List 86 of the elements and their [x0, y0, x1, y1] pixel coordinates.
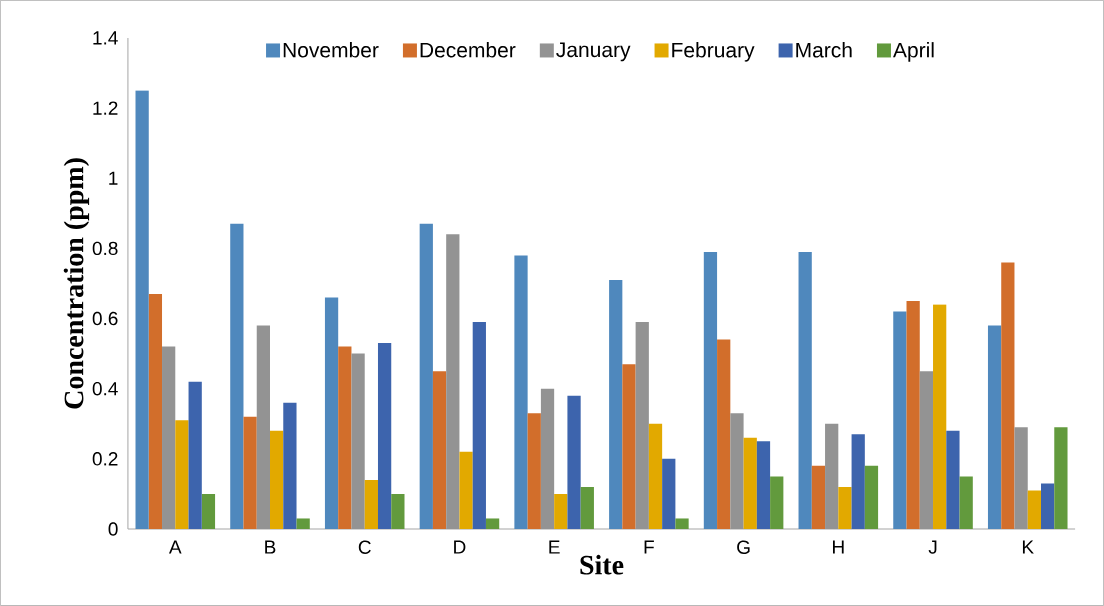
- bar: [770, 476, 784, 530]
- legend-label: April: [893, 42, 934, 62]
- bar: [351, 353, 365, 530]
- x-axis-title: Site: [580, 554, 624, 575]
- bar: [1014, 427, 1028, 530]
- bar: [472, 322, 486, 530]
- legend-label: March: [796, 42, 852, 58]
- bar: [514, 255, 528, 530]
- x-tick-label: H: [833, 540, 844, 554]
- bar: [243, 416, 257, 530]
- y-tick-label: 0.8: [92, 241, 118, 256]
- bar: [188, 381, 202, 530]
- bar: [864, 465, 879, 530]
- bar: [838, 486, 852, 530]
- bar: [959, 476, 973, 530]
- bar: [338, 346, 352, 530]
- x-tick-label: F: [644, 540, 654, 554]
- bar: [1041, 483, 1055, 530]
- y-tick-label: 0.4: [92, 382, 118, 396]
- bar: [175, 420, 189, 530]
- bar: [527, 413, 541, 530]
- bar: [743, 437, 757, 530]
- legend-label: February: [672, 42, 755, 62]
- bar: [485, 518, 500, 530]
- bar: [946, 430, 960, 530]
- y-tick-label: 0: [108, 522, 118, 536]
- bar: [162, 346, 176, 530]
- bar: [933, 304, 947, 530]
- bar: [703, 251, 718, 530]
- bar: [717, 339, 731, 530]
- legend-label: December: [420, 42, 516, 58]
- bar: [256, 325, 270, 530]
- bar: [811, 465, 826, 530]
- bar: [730, 413, 744, 530]
- x-tick-label: A: [168, 540, 182, 554]
- bar: [756, 441, 771, 530]
- bar: [609, 279, 623, 530]
- bar: [1027, 490, 1042, 530]
- x-tick-label: K: [1022, 540, 1034, 554]
- x-tick-label: D: [454, 540, 466, 554]
- bar: [919, 371, 934, 530]
- y-tick-label: 1.2: [93, 101, 118, 115]
- legend-label: January: [556, 42, 631, 62]
- bar: [296, 518, 310, 530]
- bar: [201, 493, 216, 530]
- y-tick-label: 1.4: [93, 31, 118, 45]
- bar: [135, 90, 149, 530]
- bar: [446, 234, 460, 530]
- bar: [364, 479, 378, 530]
- bar: [987, 325, 1002, 530]
- y-tick-label: 1: [109, 171, 118, 185]
- bar: [283, 402, 297, 530]
- x-tick-label: B: [265, 540, 276, 554]
- bar: [798, 251, 812, 530]
- bar: [580, 486, 594, 530]
- bar: [377, 343, 392, 530]
- bar: [148, 294, 163, 530]
- bar: [893, 311, 907, 530]
- y-tick-label: 0.2: [92, 452, 118, 466]
- bar: [540, 388, 555, 530]
- x-tick-label: E: [549, 540, 560, 554]
- y-axis-title: Concentration (ppm): [63, 158, 90, 409]
- x-tick-label: J: [928, 540, 937, 554]
- bar: [675, 518, 689, 530]
- x-tick-label: C: [358, 540, 371, 555]
- bar: [567, 395, 581, 530]
- bar: [1001, 262, 1015, 530]
- legend-label: November: [283, 42, 379, 58]
- bar: [825, 423, 839, 530]
- bar: [662, 458, 676, 530]
- bar: [391, 493, 405, 530]
- bar: [230, 223, 244, 530]
- bar: [648, 423, 663, 530]
- bar: [1054, 427, 1068, 530]
- bar: [554, 493, 568, 530]
- y-tick-label: 0.6: [92, 311, 118, 326]
- bar: [459, 451, 473, 530]
- bar: [432, 371, 447, 530]
- bar: [419, 223, 433, 530]
- bar: [270, 430, 284, 530]
- bar: [635, 322, 649, 530]
- bar: [906, 301, 920, 530]
- bar: [622, 364, 636, 530]
- bar: [851, 434, 865, 530]
- bar: [324, 297, 339, 530]
- x-tick-label: G: [737, 540, 750, 555]
